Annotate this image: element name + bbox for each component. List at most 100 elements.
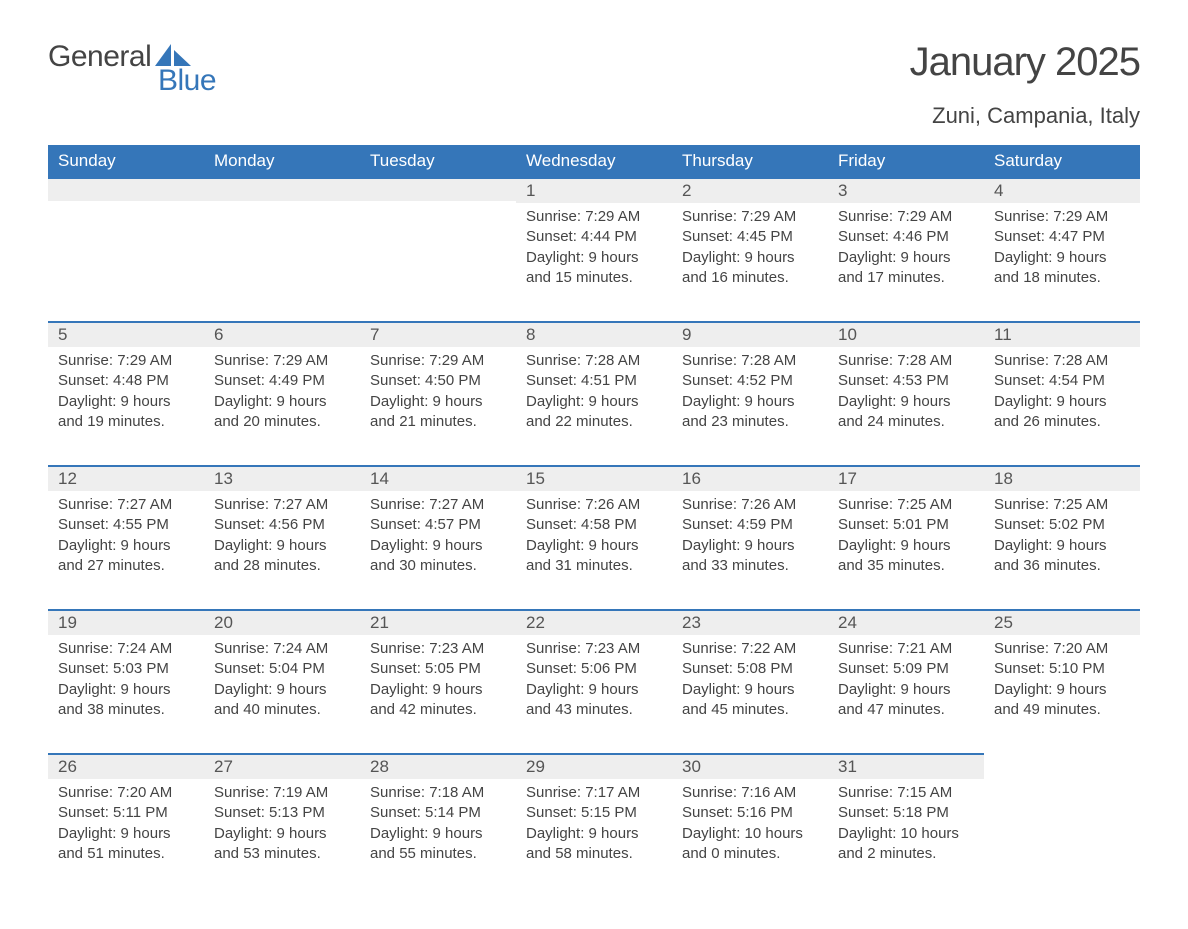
day-cell: 31Sunrise: 7:15 AMSunset: 5:18 PMDayligh… (828, 753, 984, 889)
day-number: 3 (828, 177, 984, 203)
day-line-sunset: Sunset: 4:47 PM (994, 227, 1130, 247)
day-cell: 9Sunrise: 7:28 AMSunset: 4:52 PMDaylight… (672, 321, 828, 457)
day-body: Sunrise: 7:15 AMSunset: 5:18 PMDaylight:… (828, 779, 984, 868)
day-line-dl1: Daylight: 9 hours (682, 536, 818, 556)
day-line-sunset: Sunset: 5:03 PM (58, 659, 194, 679)
day-body: Sunrise: 7:29 AMSunset: 4:50 PMDaylight:… (360, 347, 516, 436)
day-number: 14 (360, 465, 516, 491)
day-line-sunset: Sunset: 4:49 PM (214, 371, 350, 391)
day-line-dl2: and 33 minutes. (682, 556, 818, 576)
day-line-dl2: and 19 minutes. (58, 412, 194, 432)
day-line-sunrise: Sunrise: 7:29 AM (682, 207, 818, 227)
calendar-table: Sunday Monday Tuesday Wednesday Thursday… (48, 145, 1140, 889)
day-line-sunrise: Sunrise: 7:29 AM (58, 351, 194, 371)
day-cell (360, 177, 516, 313)
day-header-sun: Sunday (48, 145, 204, 177)
day-line-dl2: and 2 minutes. (838, 844, 974, 864)
day-line-sunset: Sunset: 4:58 PM (526, 515, 662, 535)
day-line-sunrise: Sunrise: 7:23 AM (370, 639, 506, 659)
day-body: Sunrise: 7:29 AMSunset: 4:48 PMDaylight:… (48, 347, 204, 436)
day-line-sunrise: Sunrise: 7:24 AM (214, 639, 350, 659)
day-body: Sunrise: 7:27 AMSunset: 4:55 PMDaylight:… (48, 491, 204, 580)
day-line-dl1: Daylight: 9 hours (214, 680, 350, 700)
day-line-sunrise: Sunrise: 7:20 AM (58, 783, 194, 803)
day-cell: 6Sunrise: 7:29 AMSunset: 4:49 PMDaylight… (204, 321, 360, 457)
day-line-dl1: Daylight: 9 hours (370, 824, 506, 844)
day-cell: 11Sunrise: 7:28 AMSunset: 4:54 PMDayligh… (984, 321, 1140, 457)
day-number: 26 (48, 753, 204, 779)
day-line-sunrise: Sunrise: 7:29 AM (370, 351, 506, 371)
day-line-dl1: Daylight: 9 hours (526, 680, 662, 700)
day-line-sunset: Sunset: 5:10 PM (994, 659, 1130, 679)
day-line-dl2: and 45 minutes. (682, 700, 818, 720)
day-line-dl2: and 26 minutes. (994, 412, 1130, 432)
logo-text-general: General (48, 40, 151, 74)
day-line-dl1: Daylight: 9 hours (838, 680, 974, 700)
day-line-dl2: and 0 minutes. (682, 844, 818, 864)
day-number: 15 (516, 465, 672, 491)
week-separator (48, 457, 1140, 465)
day-line-sunset: Sunset: 4:56 PM (214, 515, 350, 535)
day-line-sunrise: Sunrise: 7:15 AM (838, 783, 974, 803)
day-body: Sunrise: 7:28 AMSunset: 4:54 PMDaylight:… (984, 347, 1140, 436)
day-line-sunrise: Sunrise: 7:26 AM (682, 495, 818, 515)
day-line-sunset: Sunset: 5:11 PM (58, 803, 194, 823)
day-line-sunset: Sunset: 5:15 PM (526, 803, 662, 823)
day-number: 5 (48, 321, 204, 347)
day-number-empty (360, 177, 516, 201)
day-line-sunset: Sunset: 4:54 PM (994, 371, 1130, 391)
day-line-sunrise: Sunrise: 7:27 AM (58, 495, 194, 515)
day-line-dl1: Daylight: 9 hours (994, 680, 1130, 700)
day-body: Sunrise: 7:23 AMSunset: 5:06 PMDaylight:… (516, 635, 672, 724)
day-line-sunset: Sunset: 5:05 PM (370, 659, 506, 679)
week-separator (48, 745, 1140, 753)
day-header-sat: Saturday (984, 145, 1140, 177)
day-number: 30 (672, 753, 828, 779)
day-cell: 28Sunrise: 7:18 AMSunset: 5:14 PMDayligh… (360, 753, 516, 889)
day-cell: 5Sunrise: 7:29 AMSunset: 4:48 PMDaylight… (48, 321, 204, 457)
day-number: 10 (828, 321, 984, 347)
day-line-dl2: and 27 minutes. (58, 556, 194, 576)
day-cell: 27Sunrise: 7:19 AMSunset: 5:13 PMDayligh… (204, 753, 360, 889)
day-cell: 15Sunrise: 7:26 AMSunset: 4:58 PMDayligh… (516, 465, 672, 601)
day-body: Sunrise: 7:28 AMSunset: 4:53 PMDaylight:… (828, 347, 984, 436)
day-line-sunset: Sunset: 5:13 PM (214, 803, 350, 823)
day-line-dl2: and 16 minutes. (682, 268, 818, 288)
day-line-sunrise: Sunrise: 7:19 AM (214, 783, 350, 803)
day-number: 28 (360, 753, 516, 779)
day-line-dl2: and 43 minutes. (526, 700, 662, 720)
day-cell: 1Sunrise: 7:29 AMSunset: 4:44 PMDaylight… (516, 177, 672, 313)
day-number: 11 (984, 321, 1140, 347)
day-cell: 7Sunrise: 7:29 AMSunset: 4:50 PMDaylight… (360, 321, 516, 457)
day-cell: 22Sunrise: 7:23 AMSunset: 5:06 PMDayligh… (516, 609, 672, 745)
day-line-dl2: and 47 minutes. (838, 700, 974, 720)
day-line-dl2: and 55 minutes. (370, 844, 506, 864)
day-number: 2 (672, 177, 828, 203)
day-number-empty (204, 177, 360, 201)
day-line-sunset: Sunset: 5:04 PM (214, 659, 350, 679)
week-row: 19 Sunrise: 7:24 AM Sunset: 5:03 PM Dayligh… (48, 609, 1140, 745)
day-body: Sunrise: 7:16 AMSunset: 5:16 PMDaylight:… (672, 779, 828, 868)
day-number-empty (48, 177, 204, 201)
day-header-thu: Thursday (672, 145, 828, 177)
day-cell: 25Sunrise: 7:20 AMSunset: 5:10 PMDayligh… (984, 609, 1140, 745)
day-line-dl2: and 42 minutes. (370, 700, 506, 720)
day-line-sunset: Sunset: 5:14 PM (370, 803, 506, 823)
day-line-dl2: and 21 minutes. (370, 412, 506, 432)
day-line-dl1: Daylight: 9 hours (838, 248, 974, 268)
day-line-sunrise: Sunrise: 7:29 AM (994, 207, 1130, 227)
day-cell: 29Sunrise: 7:17 AMSunset: 5:15 PMDayligh… (516, 753, 672, 889)
day-line-dl1: Daylight: 9 hours (682, 248, 818, 268)
day-line-dl1: Daylight: 9 hours (214, 536, 350, 556)
day-cell: 21Sunrise: 7:23 AMSunset: 5:05 PMDayligh… (360, 609, 516, 745)
day-line-dl1: Daylight: 9 hours (370, 536, 506, 556)
day-number: 19 (48, 609, 204, 635)
day-header-tue: Tuesday (360, 145, 516, 177)
day-number: 12 (48, 465, 204, 491)
day-header-wed: Wednesday (516, 145, 672, 177)
day-line-dl1: Daylight: 9 hours (58, 392, 194, 412)
day-body: Sunrise: 7:29 AMSunset: 4:49 PMDaylight:… (204, 347, 360, 436)
day-line-dl2: and 30 minutes. (370, 556, 506, 576)
day-body: Sunrise: 7:23 AMSunset: 5:05 PMDaylight:… (360, 635, 516, 724)
header: General Blue January 2025 Zuni, Campania… (48, 40, 1140, 129)
